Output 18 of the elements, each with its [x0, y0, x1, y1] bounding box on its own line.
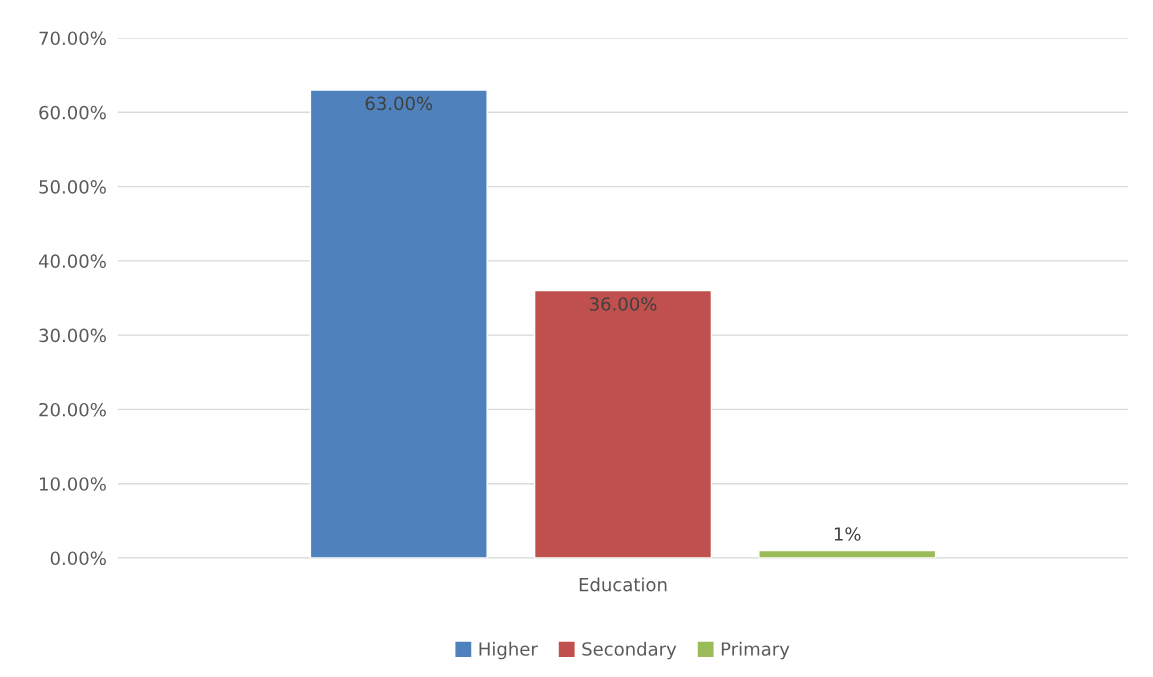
legend-label: Higher	[479, 641, 538, 660]
y-tick-label: 10.00%	[40, 477, 106, 491]
bar	[309, 89, 488, 558]
legend-label: Secondary	[582, 641, 677, 660]
data-label: 36.00%	[589, 297, 657, 311]
y-tick-label: 60.00%	[39, 105, 106, 120]
y-tick-label: 30.00%	[39, 328, 106, 343]
y-tick-label: 40.00%	[38, 254, 106, 268]
legend-label: Primary	[721, 641, 790, 660]
y-tick-label: 0.00%	[50, 551, 106, 566]
bar	[758, 549, 937, 558]
data-label: 1%	[834, 527, 861, 541]
data-label: 63.00%	[365, 96, 433, 111]
y-tick-label: 70.00%	[39, 31, 106, 46]
x-tick-label: Education	[579, 577, 667, 592]
y-tick-label: 50.00%	[39, 180, 106, 194]
bar	[533, 289, 713, 558]
y-tick-label: 20.00%	[39, 402, 106, 417]
